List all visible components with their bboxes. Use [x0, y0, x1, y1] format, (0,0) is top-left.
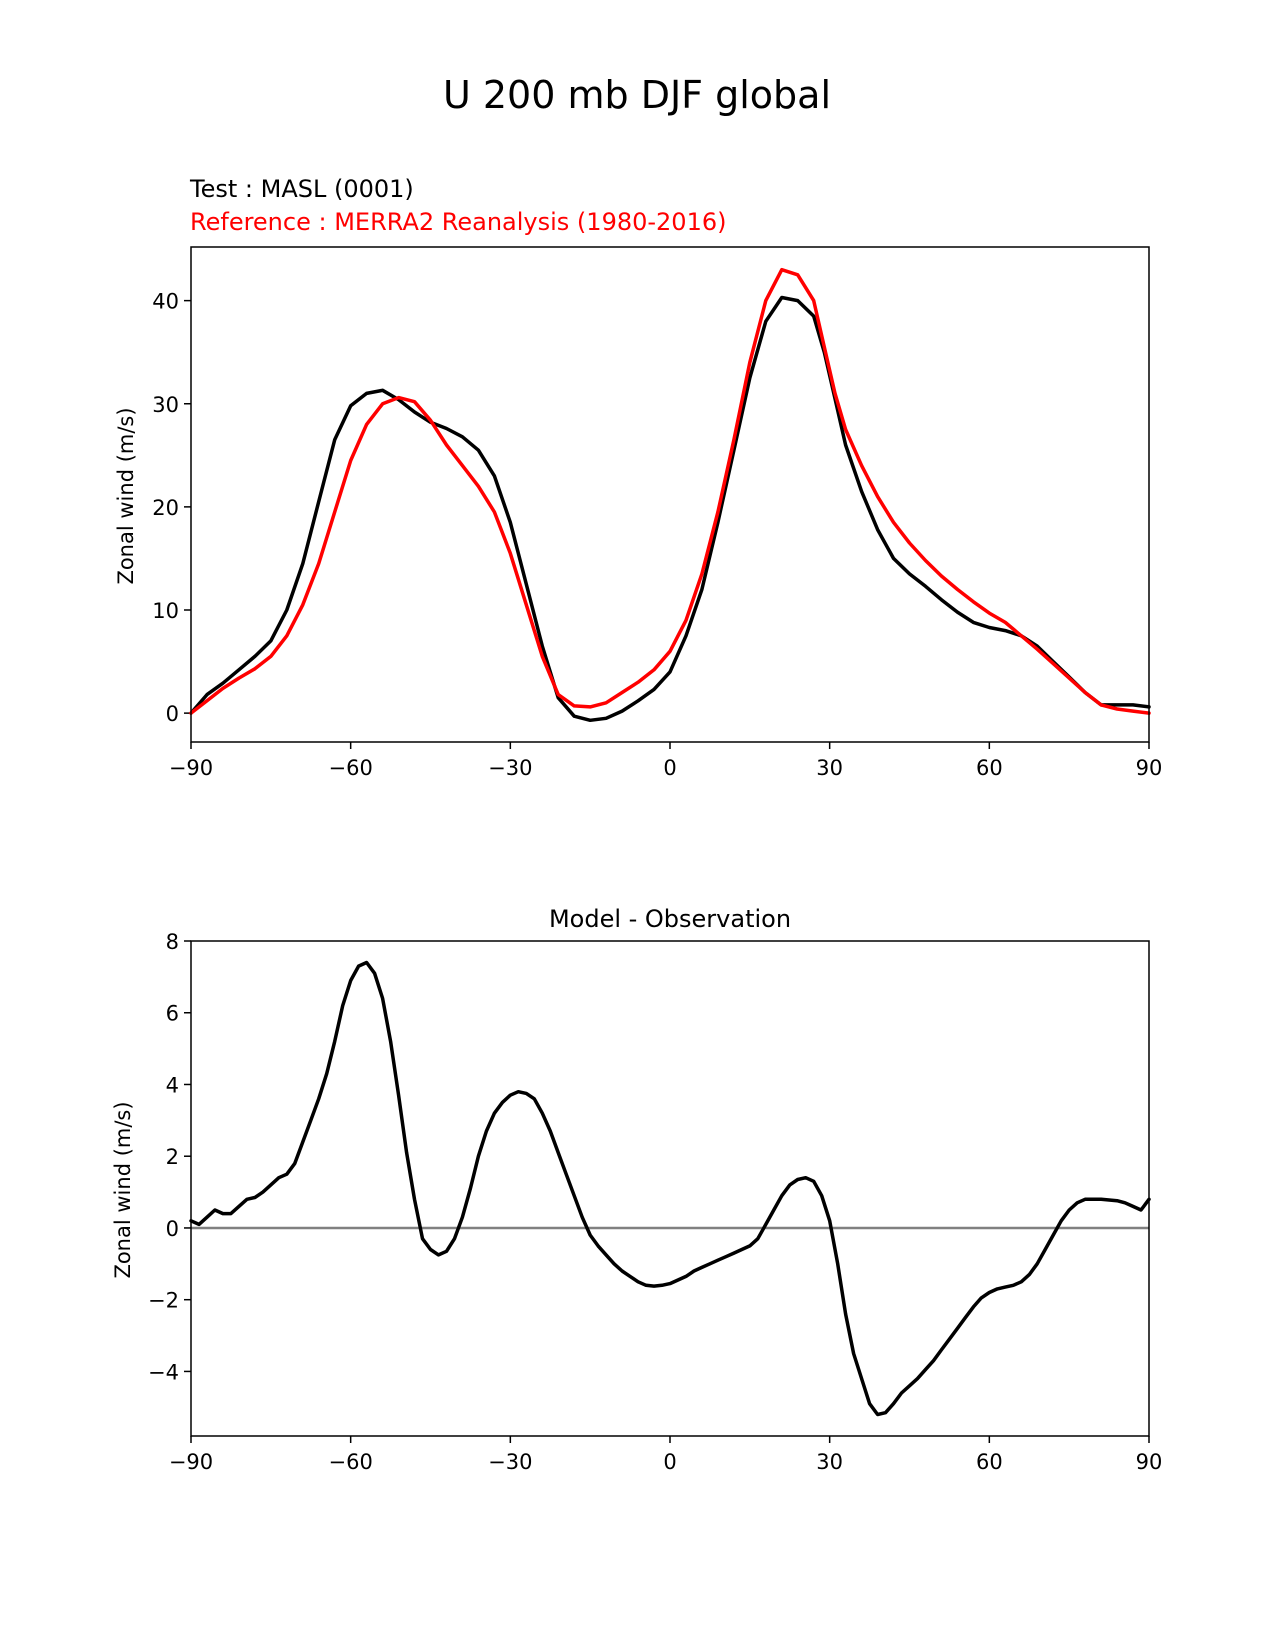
top-y-tick-label: 0 [166, 702, 179, 726]
top-x-tick-label: 0 [663, 756, 676, 780]
top-x-tick-label: −60 [329, 756, 373, 780]
bottom-x-tick-label: 60 [976, 1450, 1003, 1474]
bottom-x-tick-label: 90 [1136, 1450, 1163, 1474]
top-lines [189, 267, 1151, 723]
bottom-y-tick-label: −4 [148, 1360, 179, 1384]
reference-label: Reference : MERRA2 Reanalysis (1980-2016… [190, 208, 726, 236]
bottom-lines [189, 960, 1151, 1417]
top-series-line-0 [189, 295, 1151, 723]
top-x-tick-label: −30 [488, 756, 532, 780]
top-y-tick-label: 20 [152, 496, 179, 520]
top-ticks: −90 −60 −30 0 30 60 90 0 10 20 30 40 [152, 290, 1162, 780]
top-plot-frame [190, 246, 1150, 743]
bottom-series-line-0 [189, 960, 1151, 1417]
top-x-tick-label: 60 [976, 756, 1003, 780]
bottom-y-tick-label: 2 [166, 1145, 179, 1169]
bottom-x-tick-label: 0 [663, 1450, 676, 1474]
bottom-x-tick-label: 30 [816, 1450, 843, 1474]
bottom-y-tick-label: −2 [148, 1289, 179, 1313]
top-x-tick-label: −90 [169, 756, 213, 780]
top-x-tick-label: 30 [816, 756, 843, 780]
bottom-x-tick-label: −60 [329, 1450, 373, 1474]
test-label: Test : MASL (0001) [189, 175, 414, 203]
top-y-tick-label: 30 [152, 393, 179, 417]
bottom-plot-frame [190, 940, 1150, 1437]
top-y-tick-label: 10 [152, 599, 179, 623]
bottom-y-tick-label: 4 [166, 1073, 179, 1097]
top-series-line-1 [189, 267, 1151, 715]
bottom-ticks: −90 −60 −30 0 30 60 90 −4 −2 0 2 4 6 8 [148, 930, 1162, 1474]
bottom-y-axis-label: Zonal wind (m/s) [111, 1101, 135, 1278]
bottom-y-tick-label: 0 [166, 1217, 179, 1241]
figure-title: U 200 mb DJF global [443, 73, 831, 117]
top-y-axis-label: Zonal wind (m/s) [114, 407, 138, 584]
top-y-tick-label: 40 [152, 290, 179, 314]
top-panel: Test : MASL (0001) Reference : MERRA2 Re… [114, 175, 1162, 780]
bottom-panel: Model - Observation Zonal wind (m/s) −90… [111, 905, 1162, 1474]
bottom-y-tick-label: 6 [166, 1002, 179, 1026]
bottom-y-tick-label: 8 [166, 930, 179, 954]
bottom-x-tick-label: −90 [169, 1450, 213, 1474]
top-x-tick-label: 90 [1136, 756, 1163, 780]
bottom-panel-title: Model - Observation [549, 905, 791, 933]
bottom-x-tick-label: −30 [488, 1450, 532, 1474]
